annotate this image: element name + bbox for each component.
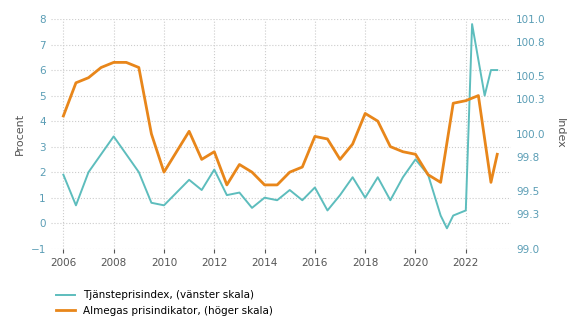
Tjänsteprisindex, (vänster skala): [85, 170, 92, 174]
Tjänsteprisindex, (vänster skala): [324, 208, 331, 212]
Tjänsteprisindex, (vänster skala): [387, 198, 394, 202]
Tjänsteprisindex, (vänster skala): [97, 152, 104, 156]
Tjänsteprisindex, (vänster skala): [135, 170, 142, 174]
Line: Almegas prisindikator, (höger skala): Almegas prisindikator, (höger skala): [63, 62, 497, 185]
Tjänsteprisindex, (vänster skala): [349, 175, 356, 179]
Almegas prisindikator, (höger skala): [475, 94, 482, 98]
Tjänsteprisindex, (vänster skala): [336, 193, 343, 197]
Tjänsteprisindex, (vänster skala): [198, 188, 205, 192]
Tjänsteprisindex, (vänster skala): [487, 68, 494, 72]
Almegas prisindikator, (höger skala): [198, 157, 205, 161]
Tjänsteprisindex, (vänster skala): [412, 157, 419, 161]
Tjänsteprisindex, (vänster skala): [425, 173, 432, 177]
Tjänsteprisindex, (vänster skala): [494, 68, 501, 72]
Almegas prisindikator, (höger skala): [462, 99, 469, 103]
Legend: Tjänsteprisindex, (vänster skala), Almegas prisindikator, (höger skala): Tjänsteprisindex, (vänster skala), Almeg…: [52, 286, 277, 320]
Tjänsteprisindex, (vänster skala): [362, 196, 369, 200]
Almegas prisindikator, (höger skala): [236, 162, 243, 166]
Almegas prisindikator, (höger skala): [487, 180, 494, 184]
Tjänsteprisindex, (vänster skala): [400, 175, 407, 179]
Almegas prisindikator, (höger skala): [274, 183, 281, 187]
Tjänsteprisindex, (vänster skala): [223, 193, 230, 197]
Tjänsteprisindex, (vänster skala): [211, 168, 218, 172]
Tjänsteprisindex, (vänster skala): [236, 191, 243, 195]
Tjänsteprisindex, (vänster skala): [186, 178, 193, 182]
Almegas prisindikator, (höger skala): [211, 150, 218, 154]
Almegas prisindikator, (höger skala): [161, 170, 168, 174]
Tjänsteprisindex, (vänster skala): [72, 203, 79, 207]
Almegas prisindikator, (höger skala): [287, 170, 293, 174]
Almegas prisindikator, (höger skala): [72, 81, 79, 85]
Almegas prisindikator, (höger skala): [494, 152, 501, 156]
Y-axis label: Procent: Procent: [15, 113, 25, 155]
Almegas prisindikator, (höger skala): [148, 132, 155, 136]
Almegas prisindikator, (höger skala): [110, 60, 117, 64]
Almegas prisindikator, (höger skala): [97, 66, 104, 70]
Almegas prisindikator, (höger skala): [299, 165, 306, 169]
Tjänsteprisindex, (vänster skala): [469, 22, 476, 26]
Tjänsteprisindex, (vänster skala): [173, 191, 180, 195]
Almegas prisindikator, (höger skala): [400, 150, 407, 154]
Tjänsteprisindex, (vänster skala): [148, 201, 155, 205]
Almegas prisindikator, (höger skala): [450, 101, 456, 105]
Almegas prisindikator, (höger skala): [374, 119, 381, 123]
Tjänsteprisindex, (vänster skala): [450, 214, 456, 217]
Line: Tjänsteprisindex, (vänster skala): Tjänsteprisindex, (vänster skala): [63, 24, 497, 228]
Almegas prisindikator, (höger skala): [412, 152, 419, 156]
Almegas prisindikator, (höger skala): [60, 114, 67, 118]
Almegas prisindikator, (höger skala): [324, 137, 331, 141]
Tjänsteprisindex, (vänster skala): [123, 152, 130, 156]
Almegas prisindikator, (höger skala): [123, 60, 130, 64]
Tjänsteprisindex, (vänster skala): [437, 214, 444, 217]
Y-axis label: Index: Index: [555, 119, 565, 149]
Almegas prisindikator, (höger skala): [186, 129, 193, 133]
Tjänsteprisindex, (vänster skala): [274, 198, 281, 202]
Almegas prisindikator, (höger skala): [173, 150, 180, 154]
Almegas prisindikator, (höger skala): [261, 183, 268, 187]
Almegas prisindikator, (höger skala): [336, 157, 343, 161]
Tjänsteprisindex, (vänster skala): [161, 203, 168, 207]
Almegas prisindikator, (höger skala): [223, 183, 230, 187]
Tjänsteprisindex, (vänster skala): [481, 94, 488, 98]
Almegas prisindikator, (höger skala): [387, 145, 394, 149]
Tjänsteprisindex, (vänster skala): [444, 226, 451, 230]
Almegas prisindikator, (höger skala): [425, 173, 432, 177]
Almegas prisindikator, (höger skala): [248, 170, 255, 174]
Almegas prisindikator, (höger skala): [85, 76, 92, 80]
Almegas prisindikator, (höger skala): [135, 66, 142, 70]
Tjänsteprisindex, (vänster skala): [110, 135, 117, 138]
Almegas prisindikator, (höger skala): [349, 142, 356, 146]
Tjänsteprisindex, (vänster skala): [261, 196, 268, 200]
Tjänsteprisindex, (vänster skala): [311, 186, 318, 189]
Tjänsteprisindex, (vänster skala): [374, 175, 381, 179]
Tjänsteprisindex, (vänster skala): [287, 188, 293, 192]
Almegas prisindikator, (höger skala): [437, 180, 444, 184]
Tjänsteprisindex, (vänster skala): [60, 173, 67, 177]
Almegas prisindikator, (höger skala): [311, 135, 318, 138]
Almegas prisindikator, (höger skala): [362, 111, 369, 115]
Tjänsteprisindex, (vänster skala): [299, 198, 306, 202]
Tjänsteprisindex, (vänster skala): [462, 208, 469, 212]
Tjänsteprisindex, (vänster skala): [248, 206, 255, 210]
